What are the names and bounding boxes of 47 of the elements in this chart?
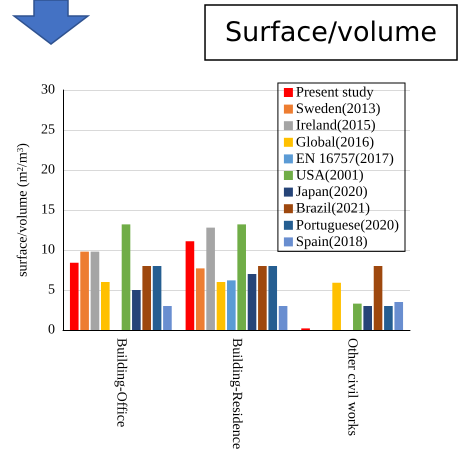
bar: [216, 282, 226, 330]
legend-label: Spain(2018): [296, 234, 368, 250]
bar: [227, 280, 236, 330]
bar: [363, 306, 372, 330]
bar: [70, 262, 79, 330]
legend-label: EN 16757(2017): [296, 150, 394, 167]
legend-label: Japan(2020): [296, 184, 368, 200]
bar: [163, 306, 172, 330]
chart-title: Surface/volume: [225, 17, 438, 48]
bar: [268, 266, 278, 330]
y-tick-label: 25: [41, 122, 55, 138]
bar: [394, 302, 404, 330]
bar: [90, 252, 100, 330]
bar: [332, 282, 341, 330]
y-tick-label: 0: [48, 322, 55, 338]
bar: [132, 290, 141, 330]
bar: [206, 228, 215, 330]
bar: [196, 268, 205, 330]
y-tick-label: 30: [41, 82, 55, 98]
legend-label: USA(2001): [296, 168, 364, 184]
y-tick-label: 5: [48, 282, 55, 298]
legend-label: Present study: [296, 84, 374, 100]
bar: [374, 266, 382, 330]
x-tick-label: Other civil works: [344, 338, 360, 436]
legend-label: Portuguese(2020): [296, 217, 400, 234]
y-tick-label: 15: [41, 202, 55, 218]
legend-label: Global(2016): [296, 134, 374, 150]
bar: [237, 224, 246, 330]
legend-label: Brazil(2021): [296, 200, 370, 217]
bar: [100, 282, 110, 330]
bar: [186, 241, 194, 330]
x-tick-label: Building-Office: [113, 338, 128, 428]
bar: [353, 304, 362, 330]
x-tick-label: Building-Residence: [229, 338, 244, 450]
y-axis-title: surface/volume (m2/m3): [15, 142, 31, 277]
bar: [248, 274, 256, 330]
bar: [278, 306, 288, 330]
bar: [384, 306, 393, 330]
legend-label: Ireland(2015): [296, 118, 376, 134]
bar: [142, 266, 152, 330]
bar: [122, 224, 130, 330]
legend-label: Sweden(2013): [296, 101, 381, 118]
bar: [80, 252, 89, 330]
y-tick-label: 20: [41, 162, 55, 178]
bar: [152, 266, 162, 330]
y-tick-label: 10: [41, 242, 55, 258]
bar: [258, 266, 267, 330]
